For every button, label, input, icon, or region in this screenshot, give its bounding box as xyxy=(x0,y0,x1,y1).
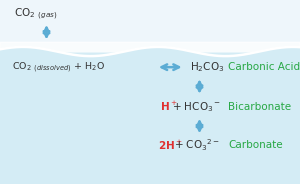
Text: + CO$_3$$^{2-}$: + CO$_3$$^{2-}$ xyxy=(174,138,220,153)
Text: Carbonate: Carbonate xyxy=(228,140,283,150)
Text: H$_2$CO$_3$: H$_2$CO$_3$ xyxy=(190,60,225,74)
Bar xyxy=(0,52,300,184)
Text: Bicarbonate: Bicarbonate xyxy=(228,102,291,112)
Text: Carbonic Acid: Carbonic Acid xyxy=(228,62,300,72)
Text: CO$_2$ $_{(dissolved)}$ + H$_2$O: CO$_2$ $_{(dissolved)}$ + H$_2$O xyxy=(12,60,105,75)
Text: 2H$^+$: 2H$^+$ xyxy=(158,139,182,152)
Text: + HCO$_3$$^-$: + HCO$_3$$^-$ xyxy=(172,100,221,114)
Text: CO$_2$ $_{(gas)}$: CO$_2$ $_{(gas)}$ xyxy=(14,7,58,22)
Text: H$^+$: H$^+$ xyxy=(160,100,178,113)
